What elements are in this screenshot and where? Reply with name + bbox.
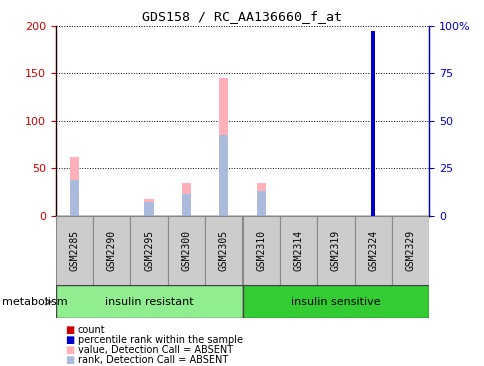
Text: GSM2290: GSM2290 bbox=[106, 230, 117, 271]
Bar bbox=[144, 199, 153, 216]
Text: ■: ■ bbox=[65, 345, 75, 355]
Text: insulin sensitive: insulin sensitive bbox=[290, 297, 380, 307]
Bar bbox=[354, 216, 391, 285]
Bar bbox=[256, 191, 265, 216]
Text: rank, Detection Call = ABSENT: rank, Detection Call = ABSENT bbox=[77, 355, 227, 365]
Text: GSM2324: GSM2324 bbox=[367, 230, 378, 271]
Bar bbox=[56, 216, 93, 285]
Bar bbox=[279, 216, 317, 285]
Text: insulin resistant: insulin resistant bbox=[105, 297, 193, 307]
Text: count: count bbox=[77, 325, 105, 335]
Bar bbox=[130, 216, 167, 285]
Text: ■: ■ bbox=[65, 325, 75, 335]
Bar bbox=[317, 216, 354, 285]
Bar bbox=[256, 183, 265, 216]
Bar bbox=[167, 216, 205, 285]
Title: GDS158 / RC_AA136660_f_at: GDS158 / RC_AA136660_f_at bbox=[142, 10, 342, 23]
Text: GSM2319: GSM2319 bbox=[330, 230, 340, 271]
Bar bbox=[144, 202, 153, 216]
Text: percentile rank within the sample: percentile rank within the sample bbox=[77, 335, 242, 345]
Bar bbox=[242, 216, 279, 285]
Bar bbox=[219, 135, 228, 216]
Text: value, Detection Call = ABSENT: value, Detection Call = ABSENT bbox=[77, 345, 232, 355]
Bar bbox=[93, 216, 130, 285]
Text: GSM2329: GSM2329 bbox=[405, 230, 415, 271]
Text: metabolism: metabolism bbox=[2, 297, 68, 307]
Text: GSM2295: GSM2295 bbox=[144, 230, 154, 271]
Bar bbox=[391, 216, 428, 285]
Bar bbox=[182, 194, 191, 216]
Bar bbox=[242, 285, 428, 318]
Text: GSM2314: GSM2314 bbox=[293, 230, 303, 271]
Bar bbox=[370, 54, 375, 216]
Bar bbox=[70, 157, 79, 216]
Text: ■: ■ bbox=[65, 355, 75, 365]
Bar bbox=[219, 78, 228, 216]
Text: GSM2285: GSM2285 bbox=[69, 230, 79, 271]
Text: GSM2300: GSM2300 bbox=[181, 230, 191, 271]
Text: GSM2310: GSM2310 bbox=[256, 230, 266, 271]
Bar bbox=[70, 180, 79, 216]
Text: GSM2305: GSM2305 bbox=[218, 230, 228, 271]
Bar bbox=[370, 31, 375, 216]
Text: ■: ■ bbox=[65, 335, 75, 345]
Bar bbox=[205, 216, 242, 285]
Bar bbox=[56, 285, 242, 318]
Bar bbox=[182, 183, 191, 216]
